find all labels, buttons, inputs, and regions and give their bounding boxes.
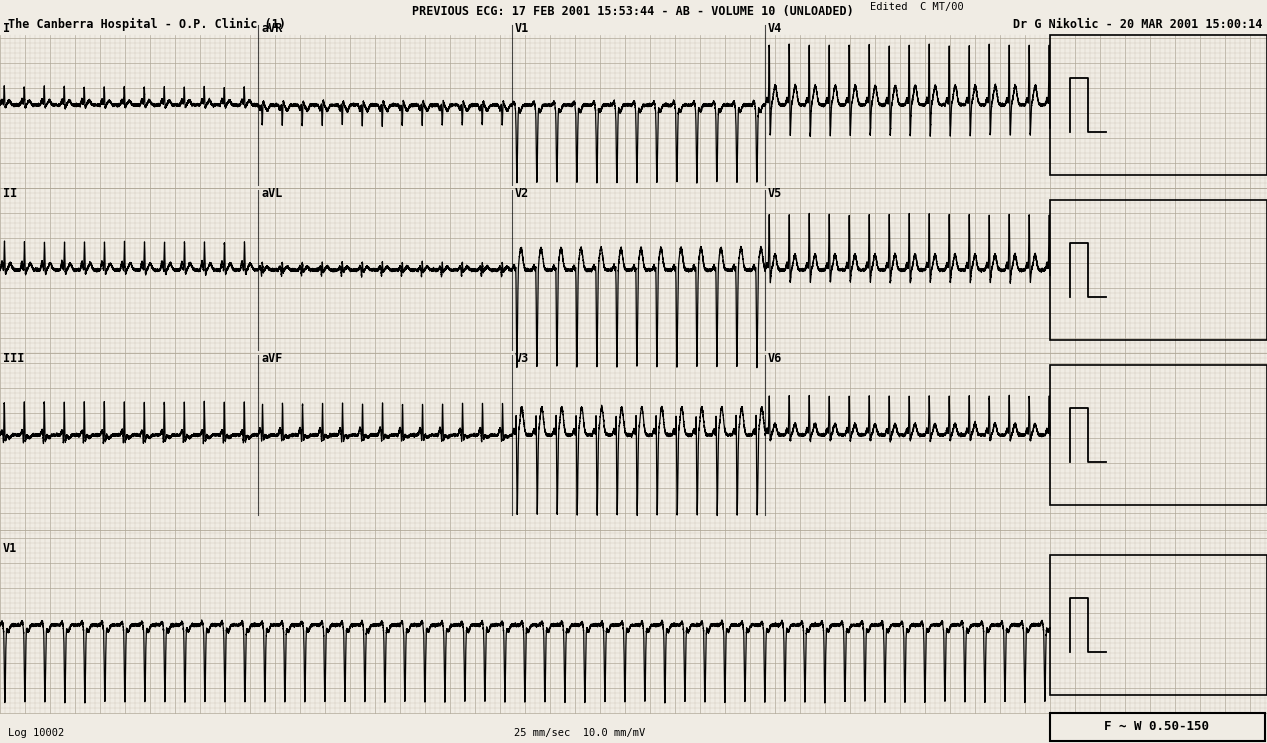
Text: V3: V3 xyxy=(514,352,530,365)
Text: The Canberra Hospital - O.P. Clinic (1): The Canberra Hospital - O.P. Clinic (1) xyxy=(8,18,286,31)
Text: Edited  C MT/00: Edited C MT/00 xyxy=(870,2,964,12)
Text: V6: V6 xyxy=(768,352,782,365)
Text: V1: V1 xyxy=(514,22,530,35)
Text: Log 10002: Log 10002 xyxy=(8,728,65,738)
Text: aVL: aVL xyxy=(261,187,283,200)
Bar xyxy=(1050,365,1267,505)
Text: V2: V2 xyxy=(514,187,530,200)
Text: aVF: aVF xyxy=(261,352,283,365)
Text: PREVIOUS ECG: 17 FEB 2001 15:53:44 - AB - VOLUME 10 (UNLOADED): PREVIOUS ECG: 17 FEB 2001 15:53:44 - AB … xyxy=(412,5,854,18)
Text: aVR: aVR xyxy=(261,22,283,35)
Text: V4: V4 xyxy=(768,22,782,35)
Bar xyxy=(1050,35,1267,175)
Text: II: II xyxy=(3,187,18,200)
Text: F ~ W 0.50-150: F ~ W 0.50-150 xyxy=(1105,721,1210,733)
Text: III: III xyxy=(3,352,24,365)
Bar xyxy=(1050,713,1264,741)
Text: 25 mm/sec  10.0 mm/mV: 25 mm/sec 10.0 mm/mV xyxy=(514,728,646,738)
Text: V5: V5 xyxy=(768,187,782,200)
Bar xyxy=(1050,200,1267,340)
Text: V1: V1 xyxy=(3,542,18,555)
Text: Dr G Nikolic - 20 MAR 2001 15:00:14: Dr G Nikolic - 20 MAR 2001 15:00:14 xyxy=(1012,18,1262,31)
Text: I: I xyxy=(3,22,10,35)
Bar xyxy=(1050,555,1267,695)
